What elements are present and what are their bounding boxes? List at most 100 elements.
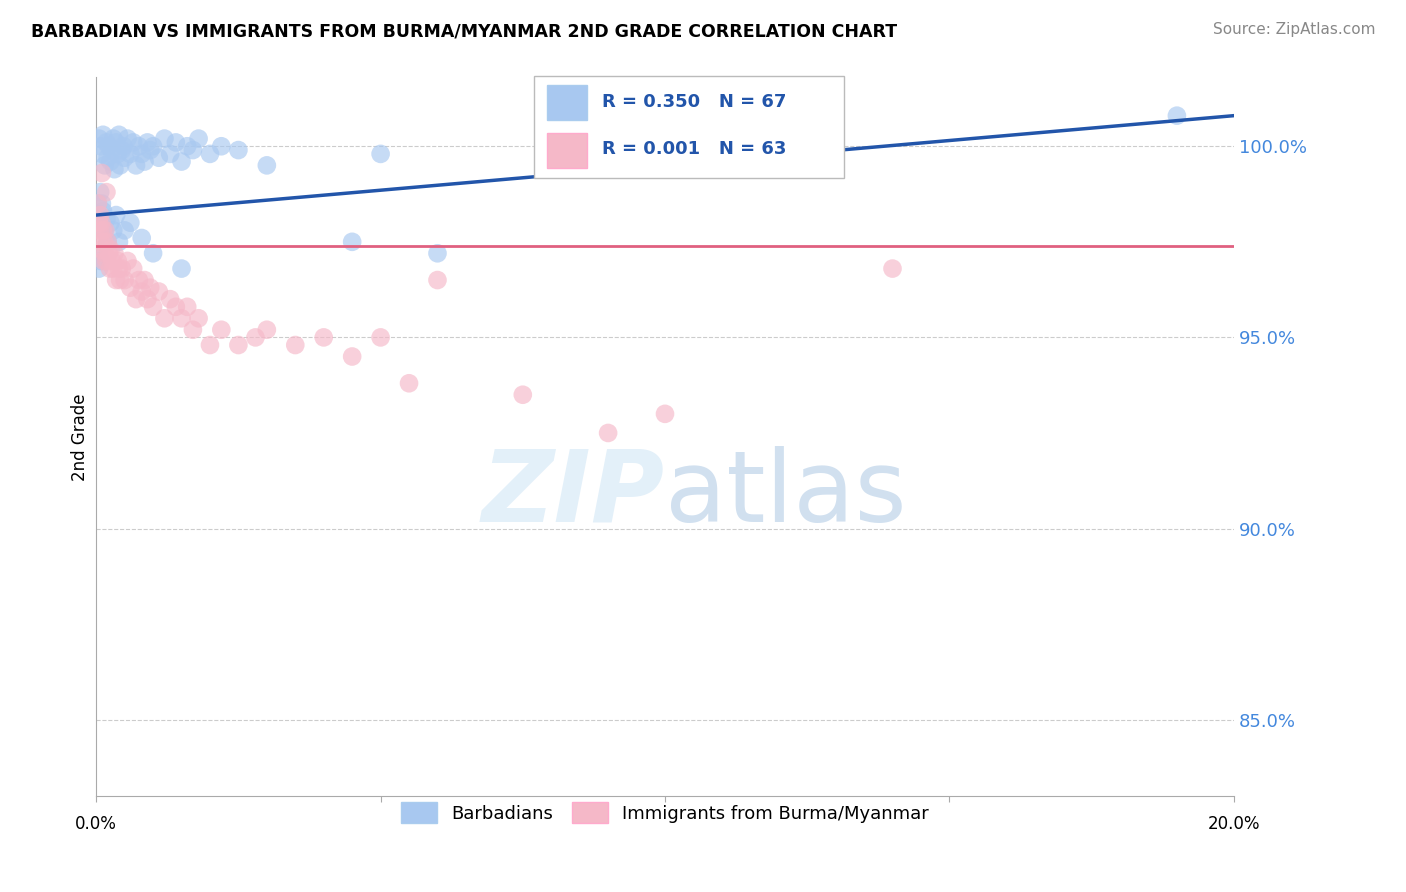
Point	[120, 281, 142, 295]
Point	[87, 216, 110, 230]
Point	[134, 273, 156, 287]
Point	[96, 254, 118, 268]
Point	[108, 128, 131, 142]
Point	[245, 330, 267, 344]
Point	[103, 261, 125, 276]
Point	[139, 281, 162, 295]
Point	[228, 143, 250, 157]
Point	[107, 254, 129, 268]
Point	[170, 154, 193, 169]
Point	[90, 216, 112, 230]
Point	[153, 311, 176, 326]
FancyBboxPatch shape	[534, 76, 844, 178]
Point	[426, 246, 449, 260]
Point	[228, 338, 250, 352]
Point	[100, 154, 122, 169]
Point	[209, 323, 232, 337]
Point	[96, 211, 118, 226]
Point	[136, 136, 159, 150]
Point	[284, 338, 307, 352]
Point	[96, 136, 118, 150]
Point	[94, 223, 117, 237]
Point	[148, 151, 170, 165]
Point	[97, 139, 120, 153]
Point	[90, 254, 112, 268]
Point	[654, 407, 676, 421]
Point	[181, 323, 204, 337]
Point	[165, 300, 187, 314]
Point	[91, 223, 114, 237]
Text: ZIP: ZIP	[482, 446, 665, 542]
Point	[101, 254, 124, 268]
Point	[370, 147, 392, 161]
Point	[98, 261, 121, 276]
Point	[97, 235, 120, 249]
Point	[142, 139, 165, 153]
Point	[139, 143, 162, 157]
Point	[105, 273, 128, 287]
Point	[89, 185, 111, 199]
Point	[105, 208, 128, 222]
Point	[256, 158, 278, 172]
Point	[176, 139, 198, 153]
Point	[187, 131, 209, 145]
Point	[91, 128, 114, 142]
Point	[142, 246, 165, 260]
Point	[93, 223, 115, 237]
Point	[370, 330, 392, 344]
Point	[120, 147, 142, 161]
Text: 20.0%: 20.0%	[1208, 815, 1260, 833]
Point	[90, 147, 112, 161]
Point	[117, 131, 139, 145]
Point	[114, 151, 136, 165]
Point	[128, 139, 150, 153]
Point	[93, 254, 115, 268]
Point	[125, 158, 148, 172]
Point	[108, 235, 131, 249]
Point	[96, 185, 118, 199]
Point	[122, 136, 145, 150]
Point	[142, 300, 165, 314]
Text: 0.0%: 0.0%	[76, 815, 117, 833]
Y-axis label: 2nd Grade: 2nd Grade	[72, 393, 89, 481]
Point	[165, 136, 187, 150]
Point	[93, 235, 115, 249]
Point	[87, 131, 110, 145]
Point	[398, 376, 420, 391]
Point	[87, 246, 110, 260]
Point	[187, 311, 209, 326]
Point	[90, 216, 112, 230]
Point	[312, 330, 335, 344]
Point	[107, 147, 129, 161]
Point	[90, 166, 112, 180]
Text: R = 0.350   N = 67: R = 0.350 N = 67	[602, 93, 787, 111]
Point	[97, 246, 120, 260]
Point	[108, 261, 131, 276]
Point	[87, 261, 110, 276]
Point	[136, 292, 159, 306]
Point	[134, 154, 156, 169]
Point	[103, 246, 125, 260]
FancyBboxPatch shape	[547, 133, 586, 168]
Point	[176, 300, 198, 314]
Point	[159, 147, 181, 161]
Text: R = 0.001   N = 63: R = 0.001 N = 63	[602, 140, 787, 158]
Point	[256, 323, 278, 337]
Point	[93, 246, 115, 260]
Point	[882, 261, 904, 276]
Point	[426, 273, 449, 287]
Point	[97, 235, 120, 249]
Point	[111, 261, 134, 276]
Point	[90, 235, 112, 249]
Point	[89, 223, 111, 237]
Point	[131, 231, 153, 245]
Point	[120, 216, 142, 230]
Point	[198, 147, 221, 161]
Point	[125, 292, 148, 306]
Point	[148, 285, 170, 299]
Point	[159, 292, 181, 306]
Point	[100, 216, 122, 230]
Point	[340, 350, 363, 364]
Point	[101, 143, 124, 157]
Point	[796, 128, 818, 142]
